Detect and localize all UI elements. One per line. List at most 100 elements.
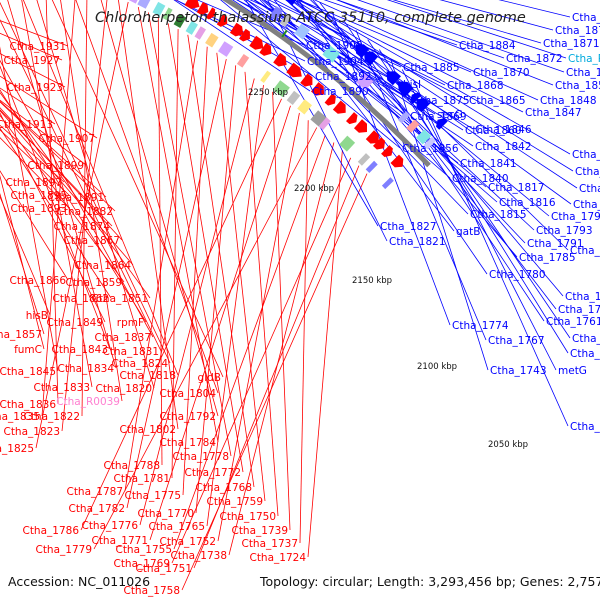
gene-label-left[interactable]: Ctha_1769: [113, 558, 170, 570]
gene-label-right[interactable]: Ctha_1869: [410, 111, 467, 123]
gene-label-left[interactable]: rpmF: [117, 317, 144, 329]
gene-label-right[interactable]: Ctha_1854: [566, 67, 600, 79]
gene-label-left[interactable]: Ctha_1837: [94, 332, 151, 344]
gene-label-right[interactable]: Ctha_1795: [573, 199, 600, 211]
gene-label-left[interactable]: gidB: [198, 372, 221, 384]
gene-label-left[interactable]: Ctha_1775: [124, 490, 181, 502]
gene-label-right[interactable]: Ctha_1791: [527, 238, 584, 250]
gene-label-left[interactable]: Ctha_1739: [231, 525, 288, 537]
gene-label-right[interactable]: Ctha_1842: [475, 141, 532, 153]
gene-label-left[interactable]: Ctha_1750: [219, 511, 276, 523]
gene-label-right[interactable]: Ctha_1743: [490, 365, 547, 377]
gene-label-right[interactable]: Ctha_1875: [413, 95, 470, 107]
gene-label-left[interactable]: Ctha_1845: [0, 366, 56, 378]
gene-label-right[interactable]: Ctha_1876: [572, 12, 600, 24]
gene-label-right[interactable]: Ctha_1780: [489, 269, 546, 281]
gene-label-right[interactable]: Ctha_1827: [380, 221, 437, 233]
gene-label-left[interactable]: Ctha_1834: [57, 363, 114, 375]
gene-label-left[interactable]: Ctha_1738: [170, 550, 227, 562]
gene-label-right[interactable]: Ctha_1793: [536, 225, 593, 237]
gene-label-left[interactable]: Ctha_1778: [172, 451, 229, 463]
gene-label-right[interactable]: Ctha_1763: [565, 291, 600, 303]
gene-label-left[interactable]: Ctha_1784: [159, 437, 216, 449]
gene-label-left[interactable]: Ctha_1788: [103, 460, 160, 472]
gene-label-right[interactable]: Ctha_1870: [473, 67, 530, 79]
gene-label-left[interactable]: Ctha_1857: [0, 329, 42, 341]
gene-label-left[interactable]: Ctha_1836: [0, 399, 56, 411]
gene-label-right[interactable]: Ctha_1908: [306, 40, 363, 52]
gene-label-right[interactable]: Ctha_1816: [499, 197, 556, 209]
gene-label-left[interactable]: Ctha_1859: [65, 277, 122, 289]
gene-label-right[interactable]: Ctha_1767: [488, 335, 545, 347]
gene-label-right[interactable]: Ctha_1841: [460, 158, 517, 170]
gene-label-left[interactable]: Ctha_1792: [159, 411, 216, 423]
gene-label-right[interactable]: hisI: [403, 79, 421, 91]
gene-label-left[interactable]: Ctha_1765: [148, 521, 205, 533]
gene-label-left[interactable]: Ctha_1895: [10, 190, 67, 202]
gene-label-right[interactable]: Ctha_1846: [475, 124, 532, 136]
gene-label-left[interactable]: Ctha_1759: [206, 496, 263, 508]
gene-label-left[interactable]: Ctha_1776: [81, 520, 138, 532]
gene-label-right[interactable]: Ctha_1872: [506, 53, 563, 65]
gene-label-left[interactable]: Ctha_1786: [22, 525, 79, 537]
gene-label-left[interactable]: Ctha_1866: [9, 275, 66, 287]
gene-label-left[interactable]: Ctha_1802: [119, 424, 176, 436]
gene-label-right[interactable]: secG: [437, 109, 463, 121]
gene-label-left[interactable]: Ctha_1833: [33, 382, 90, 394]
gene-label-left[interactable]: Ctha_1864: [74, 260, 131, 272]
gene-label-left[interactable]: Ctha_1907: [38, 133, 95, 145]
gene-label-right[interactable]: Ctha_1794: [551, 211, 600, 223]
gene-label-right[interactable]: Ctha_1892: [315, 71, 372, 83]
gene-label-left[interactable]: Ctha_1862: [52, 293, 109, 305]
gene-label-right[interactable]: Ctha_1884: [459, 40, 516, 52]
gene-label-right[interactable]: Ctha_R0038: [568, 53, 600, 65]
gene-label-left[interactable]: Ctha_1772: [184, 467, 241, 479]
gene-label-right[interactable]: metG: [558, 365, 587, 377]
gene-label-right[interactable]: Ctha_1890: [312, 86, 369, 98]
gene-label-left[interactable]: Ctha_1771: [91, 535, 148, 547]
gene-label-right[interactable]: Ctha_1885: [403, 62, 460, 74]
gene-label-right[interactable]: Ctha_1761: [546, 316, 600, 328]
gene-label-left[interactable]: Ctha_1779: [35, 544, 92, 556]
gene-label-right[interactable]: Ctha_1762: [558, 304, 600, 316]
gene-label-left[interactable]: Ctha_1849: [46, 317, 103, 329]
gene-label-right[interactable]: Ctha_1852: [555, 80, 600, 92]
gene-label-right[interactable]: Ctha_1821: [389, 236, 446, 248]
gene-label-left[interactable]: Ctha_1927: [3, 55, 60, 67]
gene-label-right[interactable]: Ctha_1840: [452, 173, 509, 185]
gene-label-right[interactable]: Ctha_1817: [488, 182, 545, 194]
gene-label-left[interactable]: Ctha_1804: [159, 388, 216, 400]
gene-label-left[interactable]: Ctha_1752: [159, 536, 216, 548]
gene-label-right[interactable]: Ctha_1740: [572, 333, 600, 345]
gene-label-left[interactable]: Ctha_1823: [3, 426, 60, 438]
gene-label-left[interactable]: Ctha_1782: [68, 503, 125, 515]
gene-label-left[interactable]: fumC: [14, 344, 42, 356]
gene-label-right[interactable]: Ctha_1718: [570, 421, 600, 433]
gene-label-right[interactable]: Ctha_1736: [570, 348, 600, 360]
gene-label-left[interactable]: Ctha_1931: [9, 41, 66, 53]
gene-label-left[interactable]: Ctha_1824: [111, 358, 168, 370]
gene-label-left[interactable]: Ctha_1820: [95, 383, 152, 395]
gene-label-right[interactable]: Ctha_1865: [469, 95, 526, 107]
gene-label-right[interactable]: Ctha_1868: [447, 80, 504, 92]
gene-label-left[interactable]: Ctha_1874: [53, 221, 110, 233]
gene-label-left[interactable]: Ctha_1851: [91, 293, 148, 305]
gene-label-right[interactable]: Ctha_1871: [543, 38, 600, 50]
gene-label-right[interactable]: Ctha_1847: [525, 107, 582, 119]
gene-label-right[interactable]: Ctha_1813: [572, 149, 600, 161]
gene-label-right[interactable]: Ctha_1805: [575, 166, 600, 178]
gene-label-left[interactable]: Ctha_1818: [119, 370, 176, 382]
gene-label-right[interactable]: Ctha_1785: [519, 252, 576, 264]
gene-label-right[interactable]: Ctha_1815: [470, 209, 527, 221]
gene-label-right[interactable]: Ctha_1856: [402, 143, 459, 155]
gene-label-left[interactable]: Ctha_1822: [23, 411, 80, 423]
gene-label-left[interactable]: Ctha_1835: [0, 411, 40, 423]
gene-label-left[interactable]: Ctha_1781: [113, 473, 170, 485]
gene-label-left[interactable]: Ctha_1751: [135, 563, 192, 575]
gene-label-left[interactable]: Ctha_1913: [0, 119, 53, 131]
gene-label-left[interactable]: Ctha_1758: [123, 585, 180, 597]
gene-label-right[interactable]: gatB: [456, 226, 480, 238]
gene-label-left[interactable]: Ctha_1923: [6, 82, 63, 94]
gene-label-left[interactable]: Ctha_1867: [63, 235, 120, 247]
gene-label-left[interactable]: Ctha_1897: [5, 177, 62, 189]
